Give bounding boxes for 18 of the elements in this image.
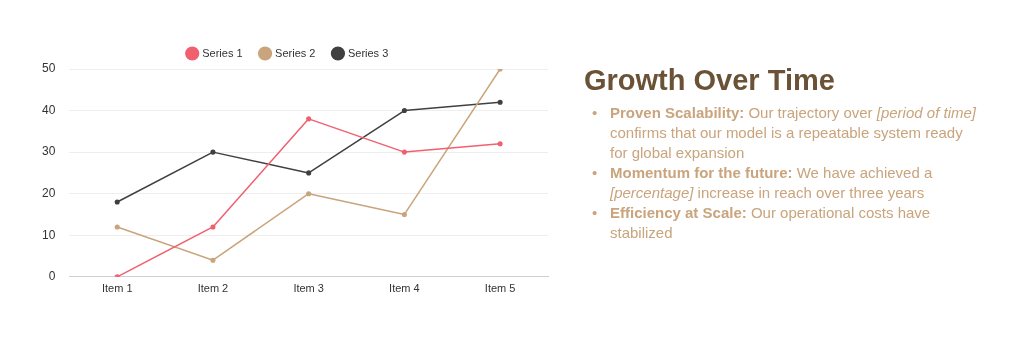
x-tick-label: Item 5 [484, 282, 516, 295]
legend-label: Series 2 [275, 46, 316, 59]
x-tick-label: Item 2 [197, 282, 229, 295]
text: • Proven Scalability: Our trajectory over [period of time] confirms that our model is a repeatable system ready for global expansion [592, 103, 976, 161]
x-tick-label: Item 4 [389, 282, 420, 295]
x-tick-label: Item 1 [101, 282, 133, 295]
y-tick-label: 10 [41, 227, 56, 242]
y-tick-label: 20 [41, 185, 56, 200]
text: • Momentum for the future: We have achieved a [percentage] increase in reach over three years [592, 164, 933, 201]
legend-label: Series 3 [347, 46, 389, 59]
y-tick-label: 50 [41, 61, 56, 76]
y-tick-label: 0 [48, 269, 56, 284]
y-tick-label: 30 [41, 144, 56, 159]
text: Growth Over Time [584, 64, 836, 97]
x-tick-label: Item 3 [293, 282, 324, 295]
legend-label: Series 1 [202, 46, 243, 59]
text: • Efficiency at Scale: Our operational costs have stabilized [592, 204, 931, 241]
y-tick-label: 40 [41, 102, 56, 117]
